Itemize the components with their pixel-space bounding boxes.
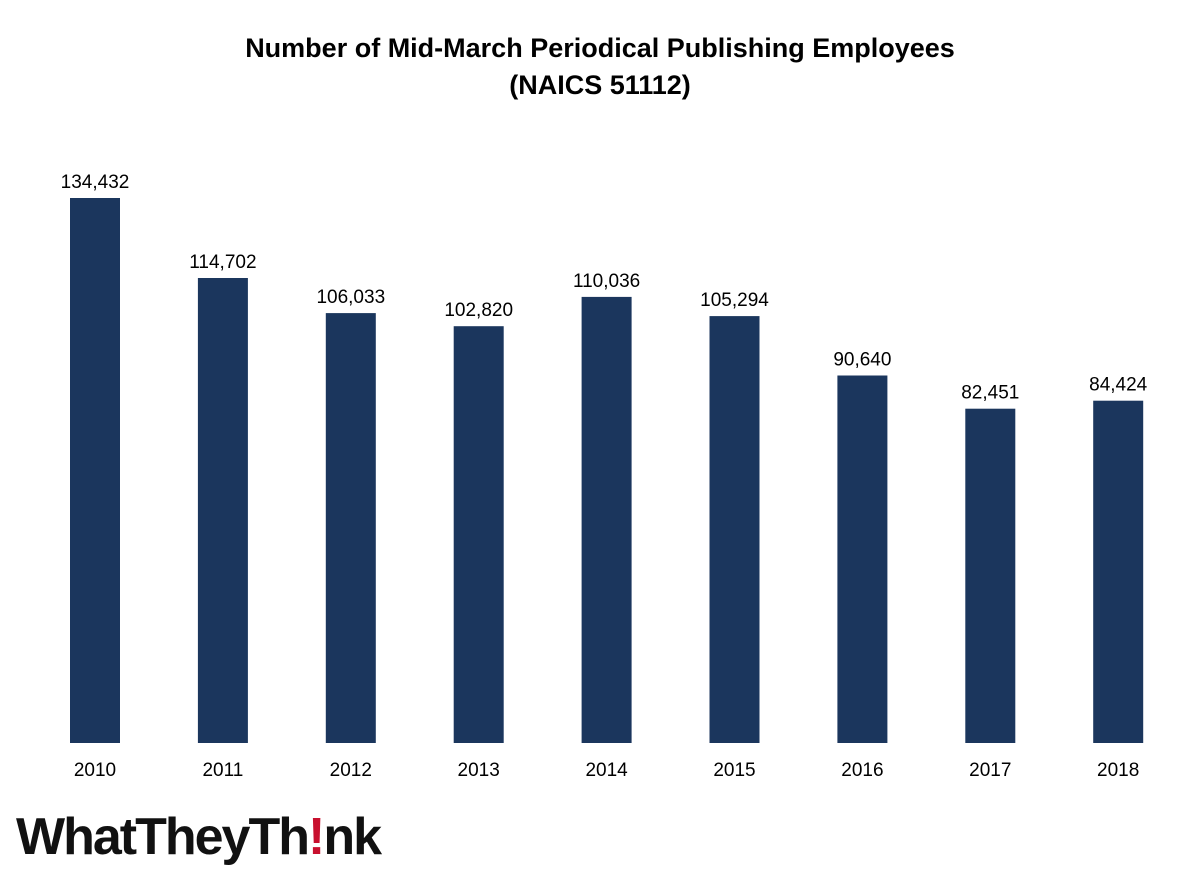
x-tick-label-2017: 2017 [969, 760, 1011, 781]
logo-text-before: WhatTheyTh [16, 808, 310, 866]
bar-2016 [837, 375, 888, 743]
x-tick-label-2018: 2018 [1097, 760, 1139, 781]
bar-2011 [197, 278, 248, 743]
x-tick-label-2014: 2014 [585, 760, 628, 781]
logo-text-after: nk [323, 808, 382, 866]
data-label-2014: 110,036 [573, 271, 640, 292]
x-tick-label-2015: 2015 [713, 760, 755, 781]
x-tick-label-2011: 2011 [202, 760, 243, 781]
logo-mark: ! [307, 808, 325, 866]
chart-title-block: Number of Mid-March Periodical Publishin… [0, 30, 1200, 104]
data-label-2012: 106,033 [316, 287, 385, 308]
data-label-2018: 84,424 [1089, 375, 1148, 396]
x-tick-label-2016: 2016 [841, 760, 883, 781]
chart-title: Number of Mid-March Periodical Publishin… [245, 33, 955, 63]
logo-text: WhatTheyTh!nk [16, 808, 382, 866]
bar-2012 [325, 313, 376, 743]
x-tick-label-2013: 2013 [458, 760, 500, 781]
bar-2015 [709, 316, 760, 743]
data-label-2015: 105,294 [700, 290, 769, 311]
data-label-2010: 134,432 [61, 172, 130, 193]
data-label-2011: 114,702 [189, 252, 256, 273]
bar-2013 [453, 326, 504, 743]
data-label-2016: 90,640 [833, 350, 891, 371]
whattheythink-logo: WhatTheyTh!nk [16, 805, 382, 869]
bar-2017 [965, 408, 1016, 743]
data-label-2017: 82,451 [961, 383, 1019, 404]
chart-subtitle: (NAICS 51112) [509, 70, 691, 100]
bar-2014 [581, 296, 632, 743]
bar-2010 [70, 198, 120, 743]
data-label-2013: 102,820 [444, 300, 513, 321]
bar-2018 [1093, 400, 1144, 743]
x-tick-label-2010: 2010 [74, 760, 116, 781]
bar-chart: 134,432 2010 114,702 2011 106,033 2012 102,820… [61, 172, 1148, 781]
x-tick-label-2012: 2012 [330, 760, 372, 781]
